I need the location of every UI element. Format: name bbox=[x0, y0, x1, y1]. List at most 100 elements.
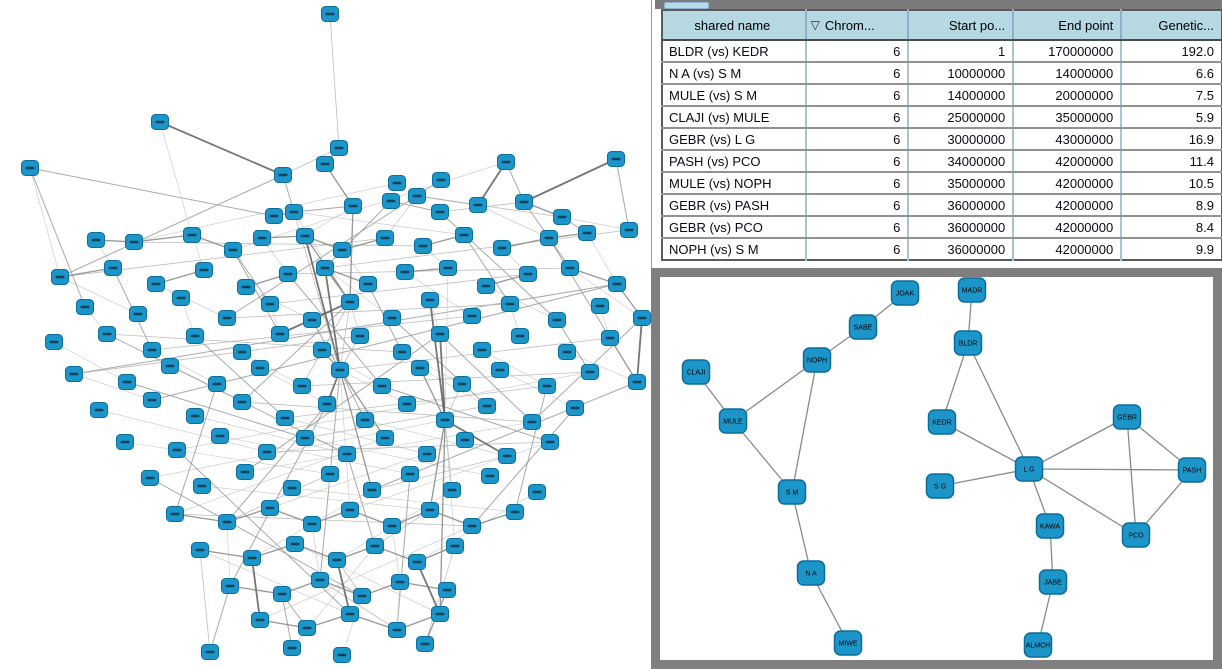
network-node[interactable] bbox=[383, 518, 401, 534]
network-node[interactable] bbox=[416, 636, 434, 652]
cell-value[interactable]: 1 bbox=[908, 40, 1015, 63]
table-row[interactable]: PASH (vs) PCO 6 34000000 42000000 11.4 bbox=[662, 150, 1222, 173]
scrollbar-thumb[interactable] bbox=[664, 2, 709, 9]
column-header-chrom[interactable]: ▽ Chrom... bbox=[805, 10, 910, 41]
subnetwork-node-mule[interactable]: MULE bbox=[718, 408, 748, 434]
cell-value[interactable]: 42000000 bbox=[1013, 216, 1123, 239]
cell-value[interactable]: 43000000 bbox=[1013, 128, 1123, 151]
network-node[interactable] bbox=[201, 644, 219, 660]
table-row[interactable]: GEBR (vs) PASH 6 36000000 42000000 8.9 bbox=[662, 194, 1222, 217]
network-node[interactable] bbox=[578, 225, 596, 241]
table-row[interactable]: GEBR (vs) PCO 6 36000000 42000000 8.4 bbox=[662, 216, 1222, 239]
network-node[interactable] bbox=[271, 326, 289, 342]
network-node[interactable] bbox=[478, 398, 496, 414]
network-node[interactable] bbox=[359, 276, 377, 292]
main-network-canvas[interactable] bbox=[0, 0, 651, 669]
network-node[interactable] bbox=[283, 480, 301, 496]
network-node[interactable] bbox=[186, 328, 204, 344]
network-node[interactable] bbox=[76, 299, 94, 315]
network-node[interactable] bbox=[211, 428, 229, 444]
subnetwork-node-almch[interactable]: ALMCH bbox=[1023, 632, 1053, 658]
network-node[interactable] bbox=[118, 374, 136, 390]
network-node[interactable] bbox=[408, 188, 426, 204]
network-node[interactable] bbox=[351, 328, 369, 344]
network-node[interactable] bbox=[439, 260, 457, 276]
subnetwork-node-claji[interactable]: CLAJI bbox=[681, 359, 711, 385]
cell-value[interactable]: 42000000 bbox=[1013, 150, 1123, 173]
network-node[interactable] bbox=[143, 342, 161, 358]
network-node[interactable] bbox=[104, 260, 122, 276]
network-node[interactable] bbox=[233, 394, 251, 410]
network-node[interactable] bbox=[553, 209, 571, 225]
cell-value[interactable]: 36000000 bbox=[908, 216, 1015, 239]
network-node[interactable] bbox=[168, 442, 186, 458]
cell-value[interactable]: 8.4 bbox=[1121, 216, 1222, 239]
network-node[interactable] bbox=[151, 114, 169, 130]
network-node[interactable] bbox=[620, 222, 638, 238]
cell-value[interactable]: 42000000 bbox=[1013, 172, 1123, 195]
cell-shared-name[interactable]: GEBR (vs) PASH bbox=[662, 194, 807, 217]
network-node[interactable] bbox=[98, 326, 116, 342]
network-node[interactable] bbox=[541, 434, 559, 450]
network-node[interactable] bbox=[453, 376, 471, 392]
table-row[interactable]: N A (vs) S M 6 10000000 14000000 6.6 bbox=[662, 62, 1222, 85]
network-node[interactable] bbox=[318, 396, 336, 412]
network-node[interactable] bbox=[195, 262, 213, 278]
network-node[interactable] bbox=[528, 484, 546, 500]
column-header-start-po[interactable]: Start po... bbox=[908, 10, 1015, 41]
network-node[interactable] bbox=[147, 276, 165, 292]
table-row[interactable]: CLAJI (vs) MULE 6 25000000 35000000 5.9 bbox=[662, 106, 1222, 129]
network-node[interactable] bbox=[363, 482, 381, 498]
network-node[interactable] bbox=[463, 518, 481, 534]
network-node[interactable] bbox=[279, 266, 297, 282]
network-node[interactable] bbox=[473, 342, 491, 358]
network-node[interactable] bbox=[511, 328, 529, 344]
subnetwork-node-miwe[interactable]: MIWE bbox=[833, 630, 863, 656]
column-header-shared-name[interactable]: shared name bbox=[662, 10, 807, 41]
subnetwork-node-pash[interactable]: PASH bbox=[1177, 457, 1207, 483]
subnetwork-node-jabe[interactable]: JABE bbox=[1038, 569, 1068, 595]
subnetwork-node-s-g[interactable]: S G bbox=[925, 473, 955, 499]
network-node[interactable] bbox=[331, 362, 349, 378]
network-node[interactable] bbox=[251, 360, 269, 376]
network-node[interactable] bbox=[296, 430, 314, 446]
network-node[interactable] bbox=[261, 500, 279, 516]
cell-value[interactable]: 170000000 bbox=[1013, 40, 1123, 63]
cell-value[interactable]: 42000000 bbox=[1013, 194, 1123, 217]
cell-value[interactable]: 35000000 bbox=[908, 172, 1015, 195]
network-node[interactable] bbox=[90, 402, 108, 418]
subnetwork-node-s-m[interactable]: S M bbox=[777, 479, 807, 505]
network-node[interactable] bbox=[316, 156, 334, 172]
network-node[interactable] bbox=[293, 378, 311, 394]
network-node[interactable] bbox=[548, 312, 566, 328]
network-node[interactable] bbox=[383, 310, 401, 326]
network-node[interactable] bbox=[391, 574, 409, 590]
cell-value[interactable]: 11.4 bbox=[1121, 150, 1222, 173]
network-node[interactable] bbox=[253, 230, 271, 246]
network-node[interactable] bbox=[21, 160, 39, 176]
cell-shared-name[interactable]: GEBR (vs) L G bbox=[662, 128, 807, 151]
subnetwork-node-sabe[interactable]: SABE bbox=[848, 314, 878, 340]
column-header-end-point[interactable]: End point bbox=[1013, 10, 1123, 41]
network-node[interactable] bbox=[296, 228, 314, 244]
network-node[interactable] bbox=[321, 466, 339, 482]
network-node[interactable] bbox=[321, 6, 339, 22]
network-node[interactable] bbox=[497, 154, 515, 170]
cell-value[interactable]: 14000000 bbox=[1013, 62, 1123, 85]
network-node[interactable] bbox=[65, 366, 83, 382]
network-node[interactable] bbox=[411, 360, 429, 376]
network-node[interactable] bbox=[523, 414, 541, 430]
network-node[interactable] bbox=[341, 606, 359, 622]
network-node[interactable] bbox=[431, 606, 449, 622]
network-node[interactable] bbox=[501, 296, 519, 312]
network-node[interactable] bbox=[506, 504, 524, 520]
cell-shared-name[interactable]: PASH (vs) PCO bbox=[662, 150, 807, 173]
cell-value[interactable]: 30000000 bbox=[908, 128, 1015, 151]
cell-value[interactable]: 10.5 bbox=[1121, 172, 1222, 195]
network-node[interactable] bbox=[393, 344, 411, 360]
cell-value[interactable]: 8.9 bbox=[1121, 194, 1222, 217]
network-node[interactable] bbox=[251, 612, 269, 628]
network-node[interactable] bbox=[313, 342, 331, 358]
network-node[interactable] bbox=[376, 230, 394, 246]
network-node[interactable] bbox=[540, 230, 558, 246]
